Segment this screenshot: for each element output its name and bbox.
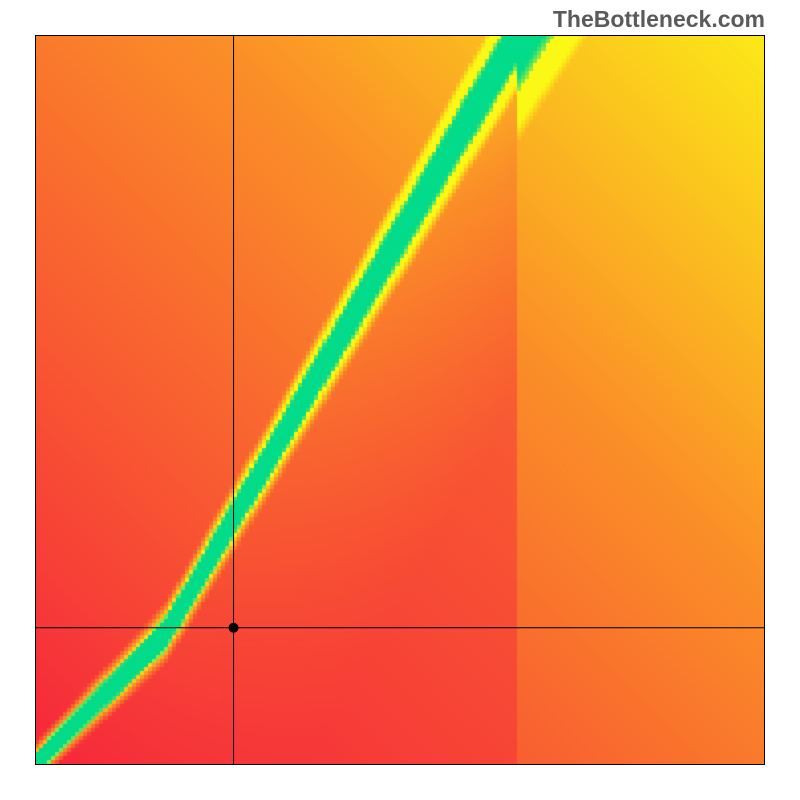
crosshair-marker-dot xyxy=(229,623,239,633)
bottleneck-heatmap-plot: TheBottleneck.com xyxy=(0,0,800,800)
crosshair-overlay xyxy=(0,0,800,800)
plot-border xyxy=(36,36,765,765)
watermark-text: TheBottleneck.com xyxy=(553,6,765,33)
